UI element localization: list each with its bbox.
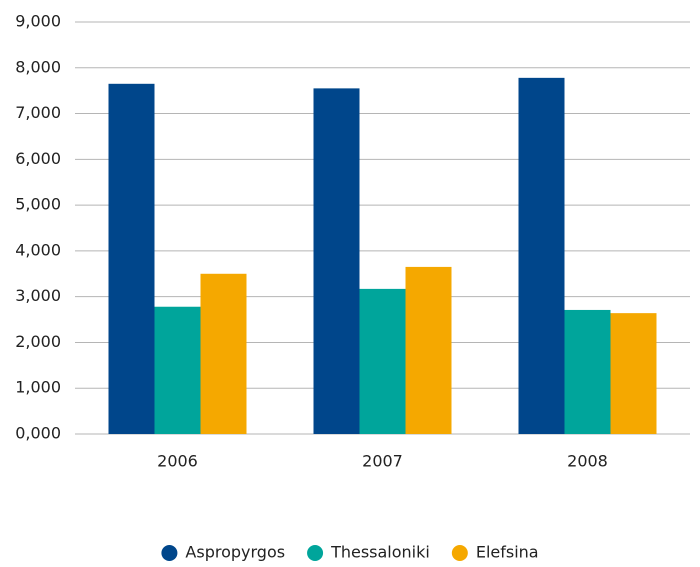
y-tick-label: 3,000	[15, 286, 61, 305]
y-tick-label: 9,000	[15, 12, 61, 31]
x-tick-label: 2006	[157, 452, 198, 471]
bar	[564, 309, 611, 434]
y-tick-label: 0,000	[15, 424, 61, 443]
bar	[518, 77, 565, 435]
y-tick-label: 6,000	[15, 149, 61, 168]
bar	[313, 88, 360, 434]
legend-label: Thessaloniki	[330, 543, 430, 562]
y-tick-label: 5,000	[15, 195, 61, 214]
legend-label: Aspropyrgos	[185, 543, 285, 562]
x-tick-label: 2008	[567, 452, 608, 471]
y-tick-label: 1,000	[15, 378, 61, 397]
legend-marker	[451, 545, 468, 561]
y-tick-label: 4,000	[15, 240, 61, 259]
bar	[200, 273, 247, 434]
legend-marker	[307, 545, 324, 561]
bar	[154, 306, 201, 434]
y-tick-label: 8,000	[15, 57, 61, 76]
bar	[610, 313, 657, 434]
y-tick-label: 2,000	[15, 332, 61, 351]
legend-label: Elefsina	[476, 543, 539, 562]
bar	[108, 83, 155, 435]
bar	[405, 266, 452, 434]
y-tick-label: 7,000	[15, 103, 61, 122]
x-tick-label: 2007	[362, 452, 403, 471]
bar	[359, 288, 406, 434]
legend-marker	[161, 545, 178, 561]
